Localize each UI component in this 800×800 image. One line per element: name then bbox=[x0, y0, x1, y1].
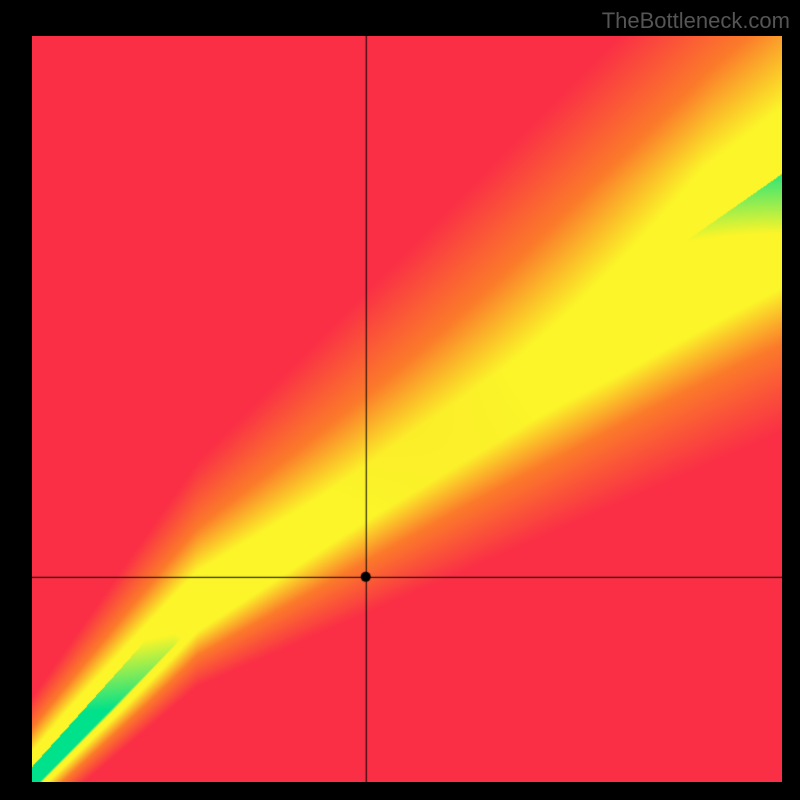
crosshair-overlay bbox=[32, 36, 782, 782]
watermark-text: TheBottleneck.com bbox=[602, 8, 790, 34]
chart-container: TheBottleneck.com bbox=[0, 0, 800, 800]
